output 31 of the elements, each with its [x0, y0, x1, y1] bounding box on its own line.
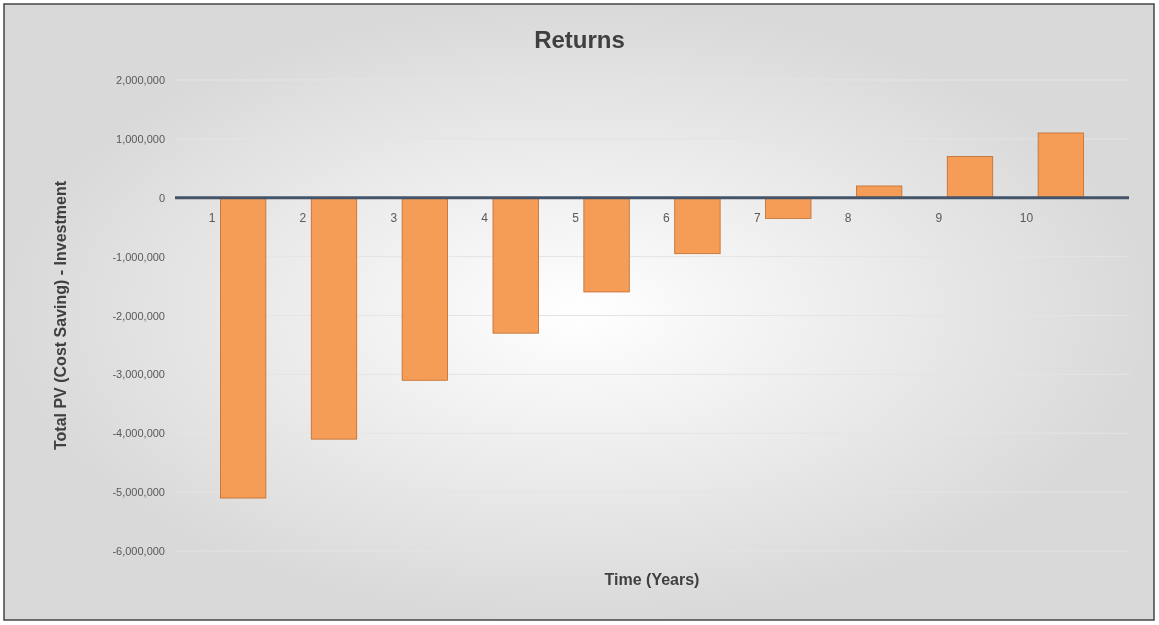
- y-tick-label: 2,000,000: [116, 74, 165, 87]
- bar: [310, 197, 358, 440]
- bar: [401, 197, 448, 381]
- bar: [220, 197, 267, 499]
- bar: [492, 197, 539, 334]
- y-tick-label: -6,000,000: [112, 545, 165, 558]
- y-tick-label: -2,000,000: [112, 309, 165, 322]
- bar: [946, 156, 994, 199]
- x-tick-label: 7: [753, 210, 761, 225]
- y-axis-title: Total PV (Cost Saving) - Investment: [52, 180, 69, 451]
- bar: [674, 197, 721, 255]
- y-tick-label: -3,000,000: [112, 368, 165, 381]
- bar: [583, 197, 630, 293]
- x-tick-label: 8: [844, 210, 852, 225]
- x-tick-label: 5: [572, 210, 580, 225]
- x-tick-label: 4: [481, 210, 489, 225]
- y-tick-label: -5,000,000: [112, 486, 165, 499]
- x-tick-label: 6: [663, 210, 671, 225]
- chart-title: Returns: [534, 26, 625, 53]
- bar: [1037, 132, 1084, 199]
- bar: [765, 197, 812, 219]
- x-tick-label: 2: [299, 210, 307, 225]
- x-tick-label: 9: [935, 210, 943, 225]
- y-tick-label: -1,000,000: [112, 250, 165, 263]
- y-tick-label: 1,000,000: [116, 132, 165, 145]
- x-axis-title: Time (Years): [604, 571, 700, 588]
- y-tick-label: -4,000,000: [112, 427, 165, 440]
- x-tick-label: 3: [390, 210, 398, 225]
- y-tick-label: 0: [158, 191, 165, 204]
- x-tick-label: 1: [208, 210, 216, 225]
- x-tick-label: 10: [1019, 210, 1034, 225]
